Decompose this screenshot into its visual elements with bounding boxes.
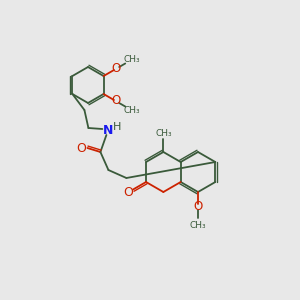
- Text: N: N: [103, 124, 114, 136]
- Text: H: H: [113, 122, 122, 132]
- Text: CH₃: CH₃: [155, 128, 172, 137]
- Text: CH₃: CH₃: [124, 106, 140, 115]
- Text: O: O: [111, 94, 120, 107]
- Text: CH₃: CH₃: [190, 220, 206, 230]
- Text: CH₃: CH₃: [124, 55, 140, 64]
- Text: O: O: [111, 62, 120, 76]
- Text: O: O: [194, 200, 202, 212]
- Text: O: O: [123, 186, 133, 199]
- Text: O: O: [76, 142, 86, 154]
